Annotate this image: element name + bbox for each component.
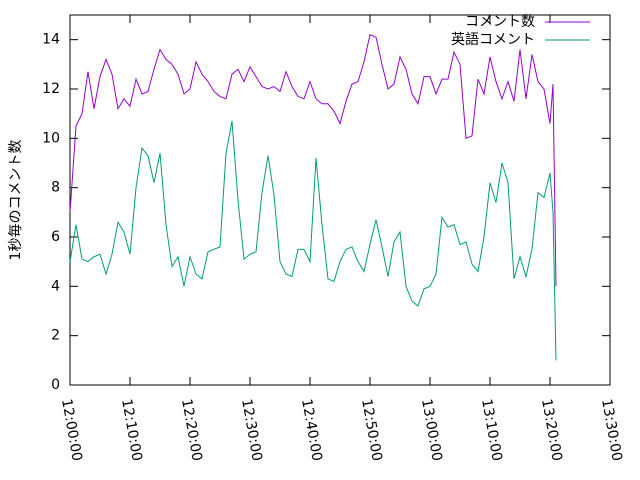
y-tick-label: 4 — [51, 278, 60, 294]
y-tick-label: 10 — [42, 130, 60, 146]
y-axis-label: 1秒毎のコメント数 — [8, 140, 24, 261]
y-tick-label: 2 — [51, 328, 60, 344]
x-tick-label: 12:30:00 — [238, 398, 265, 463]
x-tick-label: 13:30:00 — [598, 398, 625, 463]
series-line — [69, 34, 557, 287]
x-tick-label: 12:40:00 — [298, 398, 325, 463]
x-tick-label: 12:00:00 — [58, 398, 85, 463]
x-tick-label: 13:10:00 — [478, 398, 505, 463]
legend-label: コメント数 — [465, 14, 535, 30]
y-tick-label: 8 — [51, 180, 60, 196]
y-tick-label: 12 — [42, 81, 60, 97]
y-tick-label: 14 — [42, 32, 60, 48]
x-tick-label: 13:20:00 — [538, 398, 565, 463]
y-tick-label: 0 — [51, 377, 60, 393]
x-tick-label: 12:50:00 — [358, 398, 385, 463]
legend-label: 英語コメント — [451, 31, 535, 48]
series-line — [69, 120, 557, 361]
y-tick-label: 6 — [51, 229, 60, 245]
x-tick-label: 13:00:00 — [418, 398, 445, 463]
x-tick-label: 12:10:00 — [118, 398, 145, 463]
plot-frame — [69, 14, 611, 386]
x-tick-label: 12:20:00 — [178, 398, 205, 463]
